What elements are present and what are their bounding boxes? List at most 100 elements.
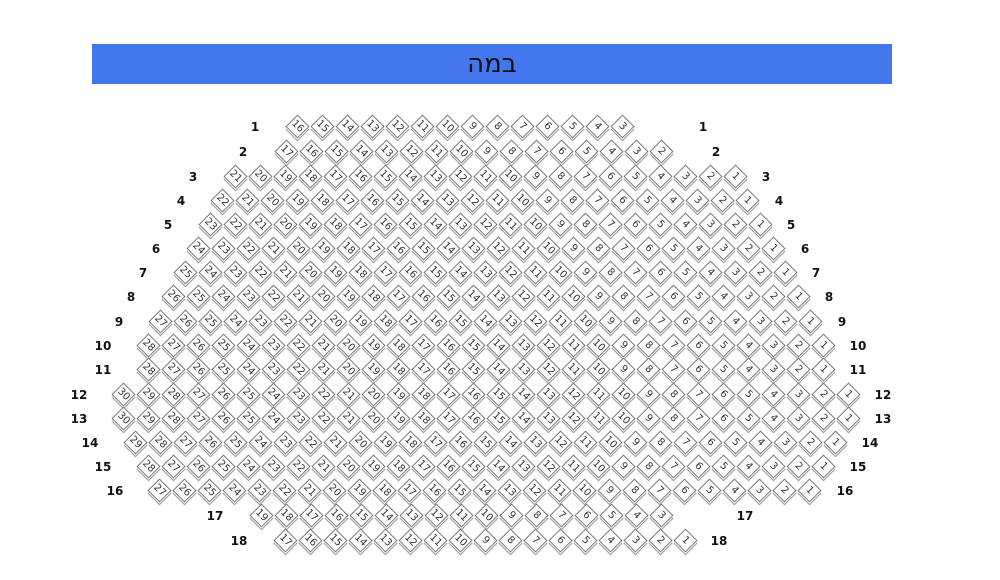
seat[interactable]: 3 — [761, 454, 786, 479]
seat[interactable]: 18 — [411, 382, 436, 407]
seat[interactable]: 17 — [273, 528, 298, 553]
seat[interactable]: 21 — [311, 333, 336, 358]
seat[interactable]: 13 — [473, 260, 498, 285]
seat[interactable]: 26 — [211, 382, 236, 407]
seat[interactable]: 16 — [398, 260, 423, 285]
seat[interactable]: 6 — [711, 382, 736, 407]
seat[interactable]: 25 — [236, 406, 261, 431]
seat[interactable]: 23 — [236, 284, 261, 309]
seat[interactable]: 10 — [510, 188, 535, 213]
seat[interactable]: 8 — [636, 357, 661, 382]
seat[interactable]: 3 — [747, 478, 772, 503]
seat[interactable]: 19 — [361, 357, 386, 382]
seat[interactable]: 2 — [772, 478, 797, 503]
seat[interactable]: 17 — [436, 382, 461, 407]
seat[interactable]: 14 — [486, 357, 511, 382]
seat[interactable]: 11 — [498, 212, 523, 237]
seat[interactable]: 17 — [373, 260, 398, 285]
seat[interactable]: 13 — [373, 528, 398, 553]
seat[interactable]: 11 — [473, 164, 498, 189]
seat[interactable]: 19 — [298, 212, 323, 237]
seat[interactable]: 13 — [523, 430, 548, 455]
seat[interactable]: 18 — [386, 333, 411, 358]
seat[interactable]: 4 — [722, 478, 747, 503]
seat[interactable]: 13 — [399, 503, 424, 528]
seat[interactable]: 10 — [548, 260, 573, 285]
seat[interactable]: 19 — [347, 478, 372, 503]
seat[interactable]: 9 — [473, 528, 498, 553]
seat[interactable]: 15 — [461, 333, 486, 358]
seat[interactable]: 13 — [498, 309, 523, 334]
seat[interactable]: 18 — [411, 406, 436, 431]
seat[interactable]: 1 — [735, 188, 760, 213]
seat[interactable]: 11 — [485, 188, 510, 213]
seat[interactable]: 16 — [298, 528, 323, 553]
seat[interactable]: 16 — [436, 454, 461, 479]
seat[interactable]: 4 — [598, 528, 623, 553]
seat[interactable]: 8 — [560, 188, 585, 213]
seat[interactable]: 3 — [698, 212, 723, 237]
seat[interactable]: 8 — [611, 284, 636, 309]
seat[interactable]: 14 — [448, 260, 473, 285]
seat[interactable]: 11 — [561, 454, 586, 479]
seat[interactable]: 5 — [599, 503, 624, 528]
seat[interactable]: 4 — [599, 139, 624, 164]
seat[interactable]: 15 — [411, 236, 436, 261]
seat[interactable]: 5 — [574, 139, 599, 164]
seat[interactable]: 9 — [460, 114, 485, 139]
seat[interactable]: 1 — [773, 260, 798, 285]
seat[interactable]: 9 — [611, 454, 636, 479]
seat[interactable]: 20 — [361, 406, 386, 431]
seat[interactable]: 2 — [786, 357, 811, 382]
seat[interactable]: 6 — [673, 309, 698, 334]
seat[interactable]: 16 — [285, 114, 310, 139]
seat[interactable]: 8 — [622, 478, 647, 503]
seat[interactable]: 6 — [711, 406, 736, 431]
seat[interactable]: 6 — [686, 357, 711, 382]
seat[interactable]: 15 — [447, 478, 472, 503]
seat[interactable]: 14 — [410, 188, 435, 213]
seat[interactable]: 23 — [248, 309, 273, 334]
seat[interactable]: 21 — [323, 430, 348, 455]
seat[interactable]: 24 — [236, 454, 261, 479]
seat[interactable]: 28 — [148, 430, 173, 455]
seat[interactable]: 13 — [536, 406, 561, 431]
seat[interactable]: 11 — [561, 333, 586, 358]
seat[interactable]: 17 — [423, 430, 448, 455]
seat[interactable]: 17 — [436, 406, 461, 431]
seat[interactable]: 8 — [573, 212, 598, 237]
seat[interactable]: 28 — [161, 382, 186, 407]
seat[interactable]: 22 — [210, 188, 235, 213]
seat[interactable]: 3 — [761, 357, 786, 382]
seat[interactable]: 13 — [511, 333, 536, 358]
seat[interactable]: 8 — [524, 503, 549, 528]
seat[interactable]: 5 — [723, 430, 748, 455]
seat[interactable]: 6 — [610, 188, 635, 213]
seat[interactable]: 11 — [561, 357, 586, 382]
seat[interactable]: 9 — [474, 139, 499, 164]
seat[interactable]: 22 — [286, 357, 311, 382]
seat[interactable]: 9 — [523, 164, 548, 189]
seat[interactable]: 14 — [335, 114, 360, 139]
seat[interactable]: 13 — [536, 382, 561, 407]
seat[interactable]: 16 — [436, 333, 461, 358]
seat[interactable]: 10 — [572, 478, 597, 503]
seat[interactable]: 12 — [486, 236, 511, 261]
seat[interactable]: 9 — [535, 188, 560, 213]
seat[interactable]: 29 — [123, 430, 148, 455]
seat[interactable]: 5 — [661, 236, 686, 261]
seat[interactable]: 7 — [686, 406, 711, 431]
seat[interactable]: 5 — [697, 478, 722, 503]
seat[interactable]: 7 — [648, 309, 673, 334]
seat[interactable]: 4 — [686, 236, 711, 261]
seat[interactable]: 15 — [436, 284, 461, 309]
seat[interactable]: 17 — [323, 164, 348, 189]
seat[interactable]: 1 — [797, 478, 822, 503]
seat[interactable]: 7 — [611, 236, 636, 261]
seat[interactable]: 6 — [698, 430, 723, 455]
seat[interactable]: 24 — [261, 406, 286, 431]
seat[interactable]: 22 — [273, 309, 298, 334]
seat[interactable]: 17 — [335, 188, 360, 213]
seat[interactable]: 6 — [548, 528, 573, 553]
seat[interactable]: 19 — [386, 406, 411, 431]
